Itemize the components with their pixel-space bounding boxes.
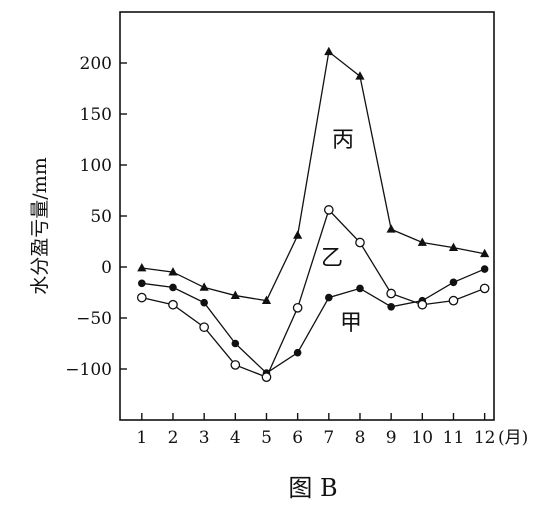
- data-point-jia: [138, 279, 146, 288]
- data-point-bing: [293, 230, 303, 239]
- x-tick-label: 4: [230, 428, 241, 448]
- x-tick-label: 3: [199, 428, 210, 448]
- data-point-bing: [386, 224, 396, 233]
- series-label-jia: 甲: [340, 311, 362, 336]
- y-tick-label: 150: [80, 105, 112, 125]
- y-tick-label: −100: [65, 360, 112, 380]
- data-point-bing: [355, 71, 365, 80]
- x-tick-label: 1: [136, 428, 147, 448]
- data-point-yi: [199, 322, 209, 333]
- data-point-bing: [324, 46, 334, 56]
- series-label-yi: 乙: [321, 246, 343, 271]
- y-tick-label: 50: [90, 207, 112, 227]
- y-tick-label: 0: [101, 258, 112, 278]
- x-axis-unit: (月): [498, 428, 528, 448]
- x-tick-label: 8: [355, 428, 366, 448]
- y-tick-label: −50: [76, 309, 112, 329]
- data-point-yi: [136, 292, 147, 303]
- series-label-bing: 丙: [332, 128, 354, 153]
- data-point-jia: [325, 293, 333, 302]
- series-line-yi: [141, 208, 485, 378]
- series-line-bing: [141, 50, 485, 302]
- data-point-bing: [230, 290, 240, 299]
- data-point-yi: [448, 295, 459, 306]
- figure-caption: 图 B: [288, 474, 337, 502]
- x-tick-label: 10: [411, 428, 433, 448]
- plot-frame: [119, 11, 495, 421]
- data-point-yi: [230, 360, 241, 370]
- data-point-bing: [448, 242, 459, 252]
- y-tick-label: 200: [80, 54, 112, 74]
- x-tick-label: 5: [261, 428, 272, 448]
- data-point-yi: [168, 299, 178, 310]
- data-point-yi: [323, 205, 334, 215]
- data-point-jia: [200, 298, 208, 307]
- x-tick-label: 6: [292, 428, 303, 448]
- data-point-bing: [417, 237, 427, 246]
- data-point-yi: [355, 237, 365, 248]
- data-point-yi: [386, 288, 396, 299]
- x-tick-label: 7: [323, 428, 334, 448]
- data-point-jia: [356, 284, 364, 293]
- y-axis-ticks: −100 −50 0 50 100 150 200: [65, 54, 127, 380]
- series-markers: [136, 46, 490, 383]
- data-point-bing: [137, 263, 147, 272]
- x-tick-label: 11: [443, 428, 465, 448]
- y-axis-label: 水分盈亏量/mm: [29, 157, 51, 294]
- data-point-yi: [261, 372, 272, 383]
- data-point-yi: [479, 283, 490, 294]
- data-point-bing: [199, 282, 209, 291]
- data-point-bing: [261, 295, 272, 305]
- y-tick-label: 100: [80, 156, 112, 176]
- data-point-jia: [449, 278, 458, 287]
- x-tick-label: 12: [474, 428, 496, 448]
- data-point-jia: [480, 265, 489, 273]
- data-point-jia: [231, 339, 240, 348]
- data-point-yi: [417, 299, 428, 310]
- series-lines: [141, 50, 485, 378]
- x-axis-ticks: 1 2 3 4 5 6 7 8 9 10 11 12: [136, 413, 495, 448]
- x-tick-label: 9: [386, 428, 397, 448]
- data-point-jia: [169, 283, 177, 292]
- data-point-jia: [293, 348, 302, 357]
- data-point-bing: [480, 248, 490, 258]
- series-line-jia: [141, 268, 485, 374]
- data-point-yi: [292, 302, 303, 313]
- data-point-jia: [387, 302, 395, 311]
- x-tick-label: 2: [168, 428, 179, 448]
- data-point-bing: [168, 267, 178, 276]
